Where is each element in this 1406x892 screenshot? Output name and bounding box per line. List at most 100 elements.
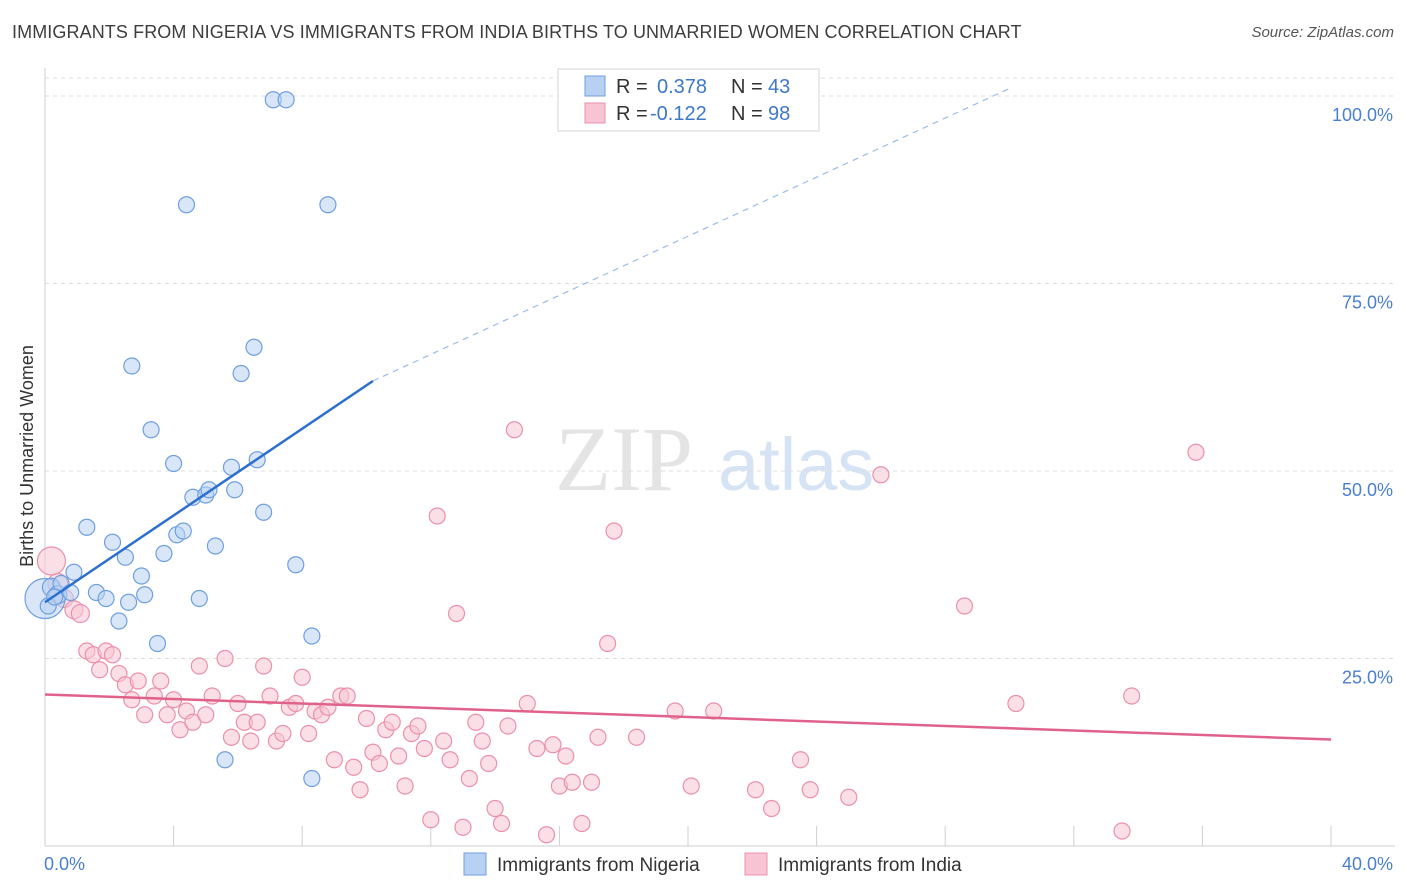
india-point-82 (605, 522, 623, 540)
india-point-94 (1007, 694, 1025, 713)
nigeria-point-36 (277, 91, 295, 109)
nigeria-point-16 (142, 421, 160, 439)
india-point-69 (499, 717, 517, 735)
legend-nigeria-r-label: R = (616, 76, 648, 98)
india-point-7 (91, 661, 109, 679)
nigeria-trend-extension (372, 87, 1010, 382)
axes (44, 68, 1395, 847)
y-tick-label-1: 50.0% (1342, 480, 1393, 500)
legend-nigeria-n-label: N = (731, 76, 763, 98)
y-tick-labels: 25.0% 50.0% 75.0% 100.0% (1332, 105, 1393, 688)
india-point-81 (599, 634, 617, 653)
india-point-71 (518, 694, 536, 713)
nigeria-point-30 (226, 481, 244, 499)
india-point-42 (325, 751, 343, 769)
nigeria-point-38 (303, 627, 321, 645)
india-point-96 (1123, 687, 1141, 705)
bottom-legend-swatch-nigeria (463, 852, 487, 876)
india-point-46 (351, 781, 369, 799)
nigeria-point-9 (103, 533, 122, 551)
x-tick-label-0: 0.0% (44, 854, 85, 874)
india-point-67 (486, 799, 504, 818)
india-point-49 (370, 754, 388, 773)
india-point-47 (357, 709, 376, 728)
watermark: ZIP atlas (555, 408, 874, 510)
india-point-56 (415, 739, 433, 758)
y-axis-title: Births to Unmarried Women (17, 345, 37, 567)
india-point-13 (129, 672, 147, 690)
nigeria-trend-line (44, 379, 374, 604)
legend-india-n-label: N = (731, 103, 763, 125)
india-point-63 (460, 769, 478, 788)
india-point-83 (627, 728, 646, 746)
india-point-72 (528, 739, 546, 758)
nigeria-point-11 (119, 593, 138, 611)
india-point-51 (383, 713, 401, 731)
india-point-9 (103, 646, 122, 664)
india-point-52 (390, 747, 408, 765)
legend-nigeria-n-value: 43 (768, 76, 790, 98)
nigeria-point-24 (190, 589, 208, 608)
india-point-44 (338, 687, 356, 705)
india-point-38 (300, 724, 318, 743)
india-point-27 (229, 694, 247, 713)
india-point-29 (242, 732, 260, 750)
nigeria-point-17 (148, 634, 167, 653)
india-point-53 (396, 777, 414, 795)
india-point-79 (582, 773, 601, 791)
india-point-21 (184, 713, 202, 731)
legend-swatch-nigeria (584, 75, 606, 97)
india-point-95 (1113, 822, 1131, 840)
legend-swatch-india (584, 102, 606, 124)
nigeria-point-40 (303, 769, 321, 788)
india-point-70 (505, 421, 523, 439)
nigeria-point-4 (65, 563, 83, 581)
legend-india-r-label: R = (616, 103, 648, 125)
india-point-78 (573, 814, 591, 833)
india-point-45 (345, 758, 363, 776)
india-point-12 (123, 691, 141, 709)
india-point-89 (791, 751, 810, 769)
india-point-31 (255, 657, 273, 675)
y-tick-label-3: 100.0% (1332, 105, 1393, 125)
source-label: Source: ZipAtlas.com (1251, 24, 1394, 41)
x-tick-label-1: 40.0% (1342, 854, 1393, 874)
india-point-90 (801, 781, 819, 799)
nigeria-point-5 (62, 583, 80, 602)
nigeria-point-22 (177, 196, 196, 214)
nigeria-point-27 (206, 537, 224, 555)
nigeria-point-34 (255, 503, 273, 521)
india-point-41 (319, 698, 337, 716)
y-tick-label-2: 75.0% (1342, 293, 1393, 313)
india-point-60 (441, 751, 459, 769)
india-point-4 (70, 603, 90, 624)
india-point-64 (467, 713, 485, 731)
india-point-66 (480, 754, 498, 773)
nigeria-point-12 (110, 612, 128, 630)
nigeria-point-8 (97, 589, 115, 608)
india-point-97 (1187, 443, 1205, 461)
india-point-76 (557, 747, 575, 765)
india-point-23 (197, 706, 215, 724)
india-point-14 (136, 706, 154, 724)
india-point-58 (428, 507, 446, 525)
bottom-legend: Immigrants from Nigeria Immigrants from … (463, 852, 962, 876)
india-point-59 (435, 732, 453, 750)
india-point-68 (492, 814, 511, 833)
nigeria-point-37 (287, 556, 305, 574)
india-point-73 (537, 826, 556, 844)
india-point-57 (422, 811, 440, 829)
india-point-84 (666, 702, 684, 720)
india-point-30 (248, 713, 266, 731)
india-point-17 (158, 706, 176, 724)
india-point-65 (473, 732, 491, 750)
india-point-0 (36, 546, 67, 576)
india-point-77 (563, 773, 581, 791)
india-point-62 (454, 818, 472, 836)
nigeria-point-13 (132, 567, 151, 585)
nigeria-point-32 (245, 338, 263, 356)
bottom-legend-swatch-india (744, 852, 768, 876)
india-point-92 (872, 466, 890, 484)
india-point-85 (682, 777, 700, 795)
india-point-22 (190, 657, 208, 675)
